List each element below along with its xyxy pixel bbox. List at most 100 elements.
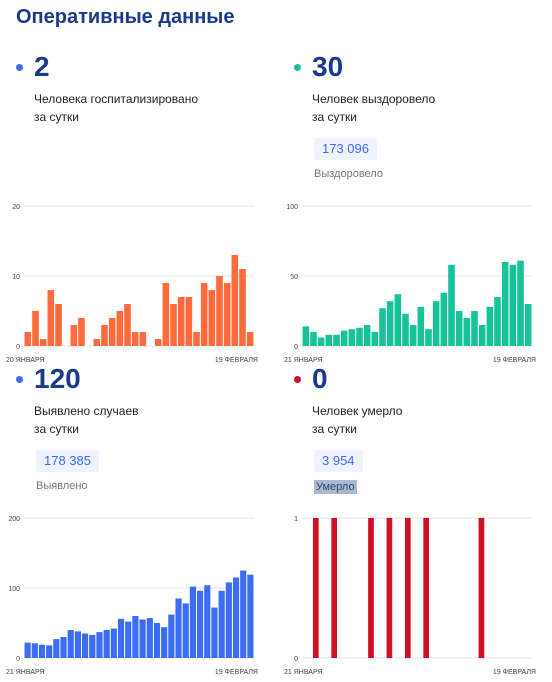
bar (60, 637, 67, 658)
y-tick-label: 200 (8, 516, 20, 523)
x-end-label: 19 ФЕВРАЛЯ (215, 357, 258, 364)
bar (67, 630, 74, 658)
y-tick-label: 100 (8, 586, 20, 593)
bar (211, 607, 218, 658)
bar (517, 260, 524, 346)
bar (463, 318, 471, 346)
bar (240, 570, 247, 658)
x-end-label: 19 ФЕВРАЛЯ (493, 669, 536, 676)
y-tick-label: 100 (286, 204, 298, 211)
y-tick-label: 0 (294, 344, 298, 351)
hospitalized-chart: 0 10 20 20 ЯНВАРЯ 19 ФЕВРАЛЯ (6, 204, 258, 364)
bar (368, 518, 374, 658)
bar (348, 329, 356, 346)
y-tick-label: 0 (16, 656, 20, 663)
bar (197, 590, 204, 658)
bar (218, 590, 225, 658)
bar (333, 334, 340, 346)
bar (331, 518, 338, 658)
description-line: за сутки (34, 110, 79, 124)
bar (200, 283, 208, 346)
bar (132, 616, 139, 658)
bar (153, 623, 161, 658)
bar (162, 283, 170, 346)
bar (425, 329, 432, 346)
bar (24, 332, 32, 346)
hospitalized-value: 2 (34, 51, 50, 82)
bar (46, 645, 53, 658)
bar (108, 318, 116, 346)
bar (175, 598, 182, 658)
bar (146, 618, 153, 658)
bar (325, 334, 333, 346)
bar (386, 518, 393, 658)
description-line: за сутки (312, 422, 357, 436)
bar (455, 311, 463, 346)
cases-value: 120 (34, 363, 81, 394)
bar (432, 301, 440, 346)
bar (409, 325, 417, 346)
bar (139, 619, 146, 658)
bar (312, 518, 319, 658)
bar (168, 614, 175, 658)
deaths-description: Человек умерло за сутки (312, 402, 542, 438)
bar (125, 621, 132, 658)
bar (394, 294, 402, 346)
x-end-label: 19 ФЕВРАЛЯ (215, 669, 258, 676)
bar (182, 603, 189, 658)
recovered-total: 173 096 (314, 138, 377, 160)
bar (239, 269, 246, 346)
x-start-label: 21 ЯНВАРЯ (284, 357, 323, 364)
bar (103, 630, 110, 658)
description-line: Выявлено случаев (34, 404, 139, 418)
bar (39, 339, 47, 346)
y-tick-label: 50 (290, 274, 298, 281)
bar (448, 264, 455, 346)
bar (340, 330, 348, 346)
bar (204, 585, 211, 658)
x-end-label: 19 ФЕВРАЛЯ (493, 357, 536, 364)
recovered-total-label: Выздоровело (314, 168, 383, 180)
bar (386, 301, 394, 346)
x-start-label: 20 ЯНВАРЯ (6, 357, 45, 364)
bar (117, 618, 125, 658)
x-start-label: 21 ЯНВАРЯ (284, 669, 323, 676)
y-tick-label: 0 (294, 656, 298, 663)
recovered-chart: 0 50 100 21 ЯНВАРЯ 19 ФЕВРАЛЯ (284, 204, 536, 364)
bar (379, 308, 386, 346)
bar (177, 297, 185, 346)
bar (110, 628, 117, 658)
y-tick-label: 10 (12, 274, 20, 281)
bar (208, 290, 216, 346)
x-start-label: 21 ЯНВАРЯ (6, 669, 45, 676)
bar (93, 339, 101, 346)
cases-total-label: Выявлено (36, 480, 88, 492)
bullet-dot-icon (294, 376, 301, 383)
bar (509, 264, 517, 346)
cases-description: Выявлено случаев за сутки (34, 402, 264, 438)
bullet-dot-icon (16, 376, 23, 383)
bar (101, 325, 108, 346)
bar (82, 633, 89, 658)
bar (310, 332, 317, 346)
bar (53, 639, 60, 658)
bar (494, 297, 501, 346)
bar (124, 304, 131, 346)
bar (193, 332, 200, 346)
bar (47, 290, 55, 346)
bar (417, 306, 425, 346)
bar (38, 644, 46, 658)
bar (55, 304, 62, 346)
bullet-dot-icon (294, 64, 301, 71)
bar (32, 311, 39, 346)
description-line: Человек выздоровело (312, 92, 436, 106)
bar (89, 634, 96, 658)
bar (501, 262, 509, 346)
deaths-value: 0 (312, 363, 328, 394)
hospitalized-card: 2 Человека госпитализировано за сутки 0 1… (6, 50, 268, 370)
y-tick-label: 0 (16, 344, 20, 351)
bar (154, 339, 162, 346)
bar (185, 297, 193, 346)
deaths-total-label: Умерло (314, 480, 357, 494)
bar (161, 627, 168, 658)
